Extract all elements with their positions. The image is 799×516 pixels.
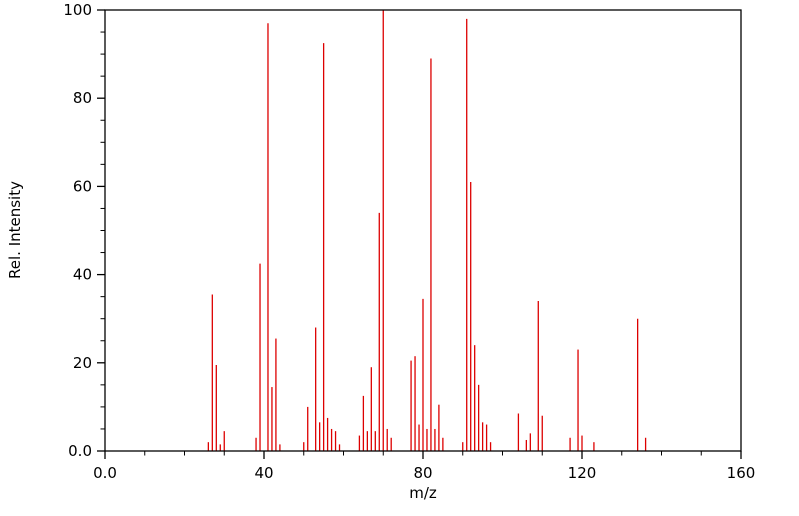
y-tick-label: 0.0 xyxy=(68,442,92,460)
x-axis-label: m/z xyxy=(409,484,437,502)
x-tick-label: 0.0 xyxy=(93,464,117,482)
y-tick-label: 40 xyxy=(73,266,92,284)
y-tick-label: 20 xyxy=(73,354,92,372)
y-tick-label: 100 xyxy=(63,1,92,19)
x-tick-label: 120 xyxy=(568,464,597,482)
peak-sticks xyxy=(207,10,647,451)
axis-ticks: 0.0 40 80 120 160 0.0 20 40 60 80 100 xyxy=(63,1,755,482)
y-axis-label: Rel. Intensity xyxy=(6,181,24,279)
x-tick-label: 160 xyxy=(727,464,756,482)
x-tick-label: 40 xyxy=(254,464,273,482)
y-tick-label: 60 xyxy=(73,177,92,195)
x-tick-label: 80 xyxy=(413,464,432,482)
y-tick-label: 80 xyxy=(73,89,92,107)
